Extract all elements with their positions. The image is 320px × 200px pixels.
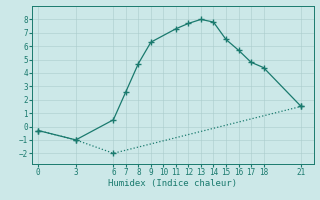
X-axis label: Humidex (Indice chaleur): Humidex (Indice chaleur) [108, 179, 237, 188]
